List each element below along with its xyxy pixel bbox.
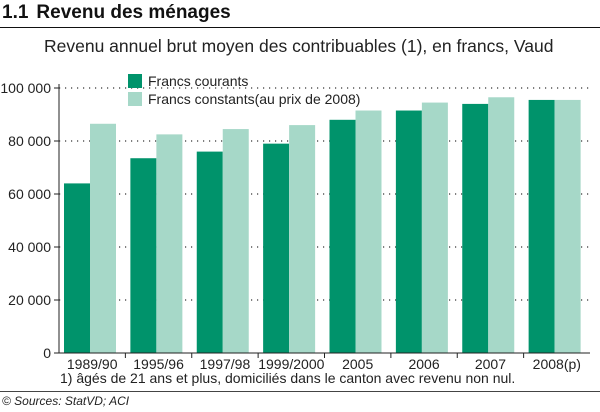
y-tick-label: 20 000 — [8, 292, 51, 308]
bar-francs-constants — [90, 123, 116, 354]
x-tick-label: 2008(p) — [533, 356, 581, 372]
x-tick-label: 2005 — [342, 356, 373, 372]
section-heading: 1.1 Revenu des ménages — [2, 2, 231, 24]
bar-francs-constants — [222, 129, 249, 353]
footnote: 1) âgés de 21 ans et plus, domiciliés da… — [60, 370, 516, 386]
y-tick-label: 80 000 — [8, 133, 51, 149]
y-tick-label: 40 000 — [8, 239, 51, 255]
legend-swatch-francs-constants — [128, 92, 142, 106]
bar-francs-constants — [421, 102, 448, 353]
bar-francs-courants — [329, 119, 356, 353]
heading-divider — [0, 27, 600, 28]
bar-francs-constants — [488, 97, 515, 354]
bar-francs-courants — [263, 143, 290, 353]
bar-francs-constants — [156, 134, 183, 353]
x-tick-label: 1989/90 — [67, 356, 118, 372]
x-tick-label: 1999/2000 — [258, 356, 324, 372]
section-title: Revenu des ménages — [36, 2, 231, 23]
bar-francs-constants — [289, 125, 316, 353]
x-tick-label: 1997/98 — [200, 356, 251, 372]
legend-label-francs-constants: Francs constants(au prix de 2008) — [148, 91, 360, 107]
chart-title: Revenu annuel brut moyen des contribuabl… — [44, 36, 554, 56]
bar-francs-constants — [355, 110, 382, 354]
bar-francs-courants — [196, 151, 223, 353]
bar-francs-constants — [554, 99, 581, 353]
bars-layer — [64, 97, 581, 354]
x-tick-label: 2007 — [475, 356, 506, 372]
axis-layer: 0 20 000 40 000 60 000 80 000 100 000 1989/90 1… — [0, 80, 590, 372]
bar-francs-courants — [64, 183, 90, 353]
bar-francs-courants — [462, 103, 489, 354]
source-credit: © Sources: StatVD; ACI — [2, 394, 130, 408]
source-divider — [0, 391, 600, 392]
y-tick-label: 60 000 — [8, 186, 51, 202]
bar-francs-courants — [528, 99, 555, 353]
y-tick-label: 100 000 — [0, 80, 51, 96]
bar-francs-courants — [130, 158, 157, 353]
legend-label-francs-courants: Francs courants — [148, 73, 248, 89]
x-tick-label: 1995/96 — [133, 356, 184, 372]
x-tick-label: 2006 — [408, 356, 439, 372]
bar-francs-courants — [395, 110, 422, 354]
y-tick-label: 0 — [43, 345, 51, 361]
legend-swatch-francs-courants — [128, 74, 142, 88]
legend: Francs courants Francs constants(au prix … — [128, 73, 360, 107]
section-number: 1.1 — [2, 2, 29, 23]
